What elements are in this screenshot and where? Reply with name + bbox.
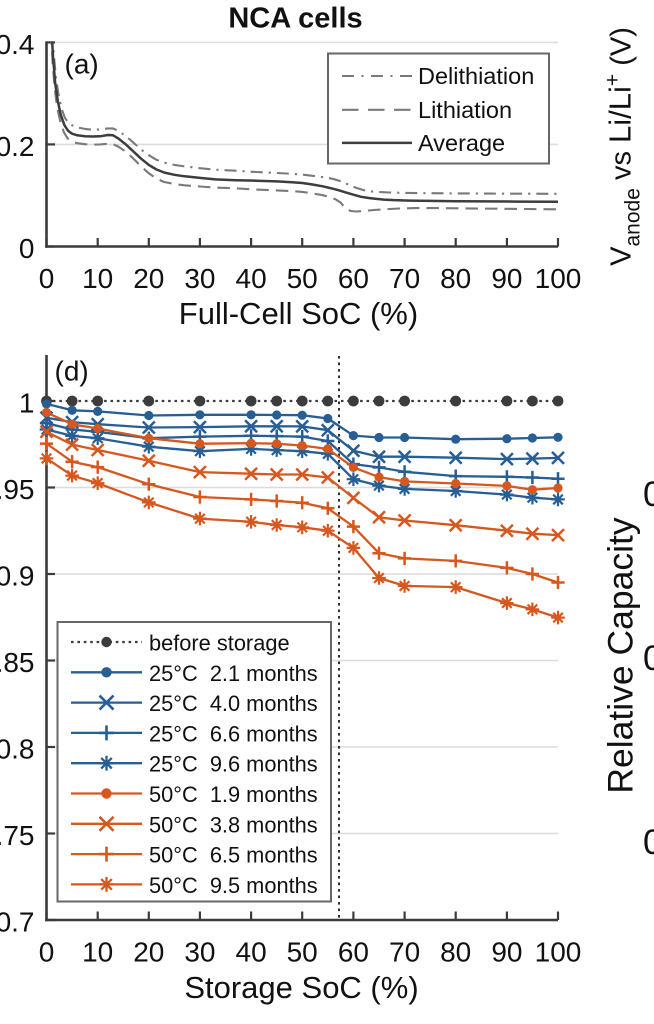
svg-text:(a): (a) xyxy=(65,49,99,80)
svg-text:50: 50 xyxy=(287,263,318,294)
svg-text:90: 90 xyxy=(491,937,522,968)
svg-text:90: 90 xyxy=(491,263,522,294)
svg-text:0.: 0. xyxy=(643,475,654,514)
svg-text:30: 30 xyxy=(184,263,215,294)
svg-text:10: 10 xyxy=(82,937,113,968)
svg-text:Vanode vs Li/Li+ (V): Vanode vs Li/Li+ (V) xyxy=(602,27,645,266)
svg-text:0.95: 0.95 xyxy=(0,474,35,505)
svg-text:80: 80 xyxy=(440,937,471,968)
svg-text:0.7: 0.7 xyxy=(0,907,35,938)
svg-text:0.: 0. xyxy=(643,823,654,862)
svg-text:50: 50 xyxy=(287,937,318,968)
svg-text:20: 20 xyxy=(133,263,164,294)
svg-text:40: 40 xyxy=(236,263,267,294)
svg-text:0.9: 0.9 xyxy=(0,561,35,592)
svg-text:(d): (d) xyxy=(55,356,89,387)
svg-text:60: 60 xyxy=(338,263,369,294)
svg-text:Storage SoC (%): Storage SoC (%) xyxy=(184,970,418,1005)
svg-text:20: 20 xyxy=(133,937,164,968)
svg-text:50°C 9.5 months: 50°C 9.5 months xyxy=(149,873,318,898)
svg-text:40: 40 xyxy=(236,937,267,968)
svg-text:0.2: 0.2 xyxy=(0,131,35,162)
svg-text:Delithiation: Delithiation xyxy=(418,63,534,89)
svg-text:10: 10 xyxy=(82,263,113,294)
svg-text:50°C 3.8 months: 50°C 3.8 months xyxy=(149,812,318,837)
svg-text:0: 0 xyxy=(19,233,35,264)
svg-text:0.85: 0.85 xyxy=(0,647,35,678)
svg-text:0.75: 0.75 xyxy=(0,820,35,851)
svg-text:Lithiation: Lithiation xyxy=(418,97,512,123)
svg-text:NCA cells: NCA cells xyxy=(228,3,362,35)
svg-text:0.4: 0.4 xyxy=(0,29,35,60)
svg-text:0.8: 0.8 xyxy=(0,734,35,765)
svg-text:70: 70 xyxy=(389,263,420,294)
svg-text:Full-Cell SoC (%): Full-Cell SoC (%) xyxy=(179,296,418,331)
svg-text:Relative Capacity: Relative Capacity xyxy=(601,517,641,793)
svg-text:25°C 6.6 months: 25°C 6.6 months xyxy=(149,721,318,746)
svg-text:25°C 2.1 months: 25°C 2.1 months xyxy=(149,661,318,686)
svg-text:0: 0 xyxy=(39,263,55,294)
svg-text:80: 80 xyxy=(440,263,471,294)
svg-text:100: 100 xyxy=(535,263,582,294)
svg-text:70: 70 xyxy=(389,937,420,968)
svg-text:30: 30 xyxy=(184,937,215,968)
svg-text:25°C 9.6 months: 25°C 9.6 months xyxy=(149,752,318,777)
svg-text:0: 0 xyxy=(39,937,55,968)
svg-text:50°C 6.5 months: 50°C 6.5 months xyxy=(149,843,318,868)
svg-text:1: 1 xyxy=(19,388,35,419)
svg-text:100: 100 xyxy=(535,937,582,968)
svg-text:0.: 0. xyxy=(643,639,654,678)
svg-text:25°C 4.0 months: 25°C 4.0 months xyxy=(149,691,318,716)
svg-text:50°C 1.9 months: 50°C 1.9 months xyxy=(149,782,318,807)
svg-text:Average: Average xyxy=(418,130,505,156)
svg-text:before storage: before storage xyxy=(149,631,290,656)
svg-text:60: 60 xyxy=(338,937,369,968)
